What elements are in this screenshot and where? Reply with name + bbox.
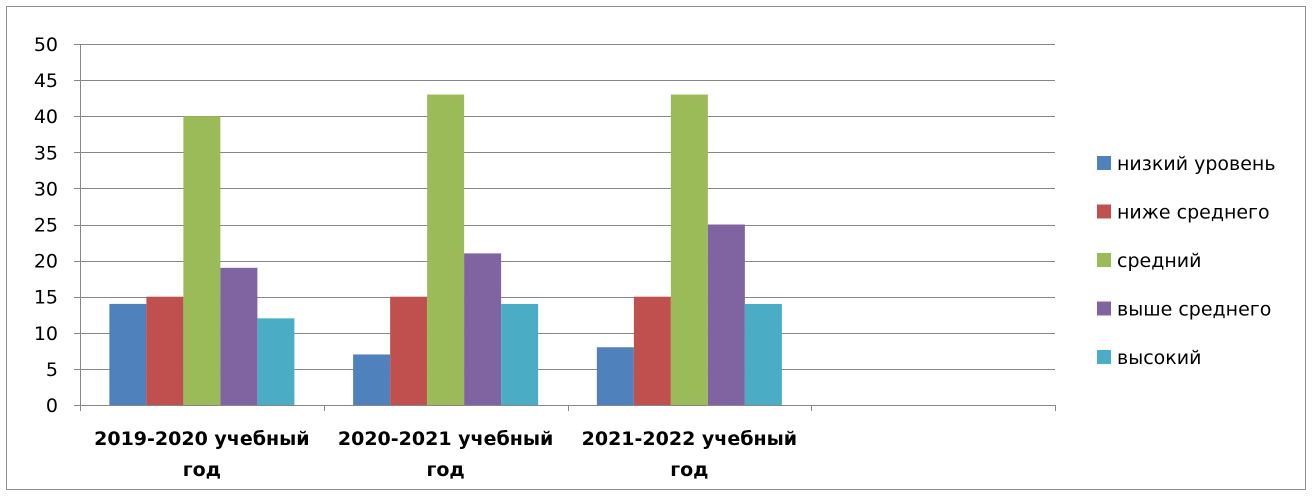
bars [109,94,782,405]
category-label: 2021-2022 учебный [582,428,797,450]
x-axis-category-labels: 2019-2020 учебный год 2020-2021 учебный год… [94,428,797,481]
legend-label: низкий уровень [1117,153,1276,175]
y-tick-label: 0 [46,395,58,417]
bar [596,347,634,405]
y-tick-label: 5 [46,359,58,381]
bar [464,253,502,405]
category-label: год [670,459,708,481]
y-tick-label: 40 [34,106,58,128]
chart-frame [6,6,1306,490]
legend-swatch [1097,301,1111,316]
legend-swatch [1097,156,1111,170]
bar [146,296,184,405]
category-label: год [183,459,221,481]
category-label: 2020-2021 учебный [338,428,553,450]
bar [183,116,221,405]
legend: низкий уровень ниже среднего средний выше с… [1097,153,1276,369]
bar [390,296,428,405]
legend-swatch [1097,350,1111,364]
bar [670,94,708,405]
y-tick-label: 25 [34,215,58,237]
axes [74,44,1056,411]
y-tick-label: 15 [34,287,58,309]
bar [427,94,465,405]
y-tick-label: 45 [34,70,58,92]
legend-label: ниже среднего [1117,202,1270,224]
bar [353,354,391,405]
y-tick-label: 20 [34,251,58,273]
bar [707,224,745,405]
category-label: год [426,459,464,481]
bar [109,303,147,405]
legend-label: средний [1117,250,1201,272]
legend-label: выше среднего [1117,299,1271,321]
bar [744,303,782,405]
bar [501,303,539,405]
bar [633,296,671,405]
y-tick-label: 10 [34,323,58,345]
category-label: 2019-2020 учебный [94,428,309,450]
legend-swatch [1097,253,1111,267]
y-tick-label: 50 [34,34,58,56]
y-axis-tick-labels: 0 5 10 15 20 25 30 35 40 45 50 [34,34,58,417]
y-tick-label: 30 [34,178,58,200]
bar [220,267,258,405]
legend-label: высокий [1117,347,1201,369]
y-tick-label: 35 [34,142,58,164]
bar [257,318,295,405]
legend-swatch [1097,204,1111,219]
